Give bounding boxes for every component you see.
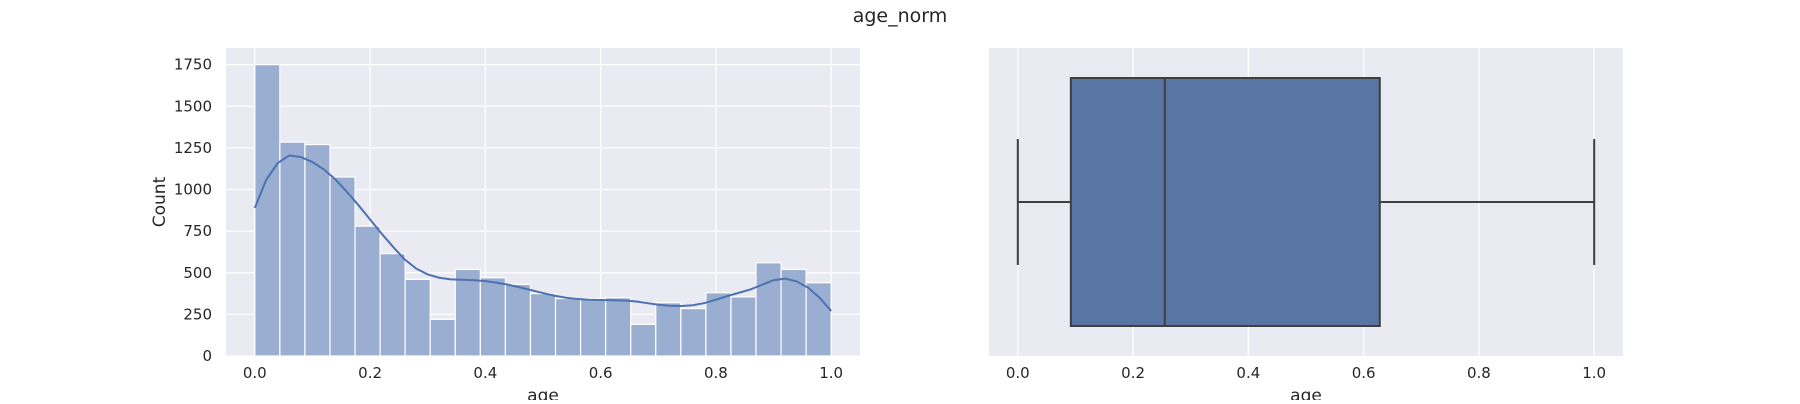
histogram-bar — [529, 292, 557, 357]
histogram-bar — [680, 307, 707, 357]
boxplot-x-tick-labels: 0.0 0.2 0.4 0.6 0.8 1.0 — [1006, 364, 1606, 382]
boxplot-x-tick-label: 1.0 — [1582, 364, 1606, 382]
histogram-y-tick-label: 1000 — [174, 181, 212, 199]
histogram-x-tick-label: 0.6 — [589, 364, 613, 382]
boxplot-x-tick-label: 0.2 — [1121, 364, 1145, 382]
histogram-y-tick-labels: 0 250 500 750 1000 1250 1500 1750 — [174, 56, 212, 365]
histogram-bar — [279, 141, 306, 357]
histogram-y-tick-label: 0 — [202, 347, 212, 365]
histogram-bar — [354, 225, 381, 357]
boxplot-axes: 0.0 0.2 0.4 0.6 0.8 1.0 age — [989, 48, 1623, 404]
kde-line — [253, 154, 832, 312]
histogram-axes: 0.0 0.2 0.4 0.6 0.8 1.0 0 250 500 750 1000 1250 150… — [150, 48, 860, 404]
histogram-bar — [504, 283, 532, 357]
histogram-y-axis-label: Count — [150, 176, 170, 227]
histogram-y-tick-label: 250 — [183, 305, 212, 323]
boxplot-x-axis-label: age — [1290, 386, 1322, 400]
histogram-bar — [304, 143, 331, 357]
histogram-bar — [780, 268, 807, 357]
histogram-bar — [655, 302, 682, 357]
histogram-x-tick-labels: 0.0 0.2 0.4 0.6 0.8 1.0 — [243, 364, 843, 382]
boxplot-iqr-box — [1069, 77, 1381, 327]
boxplot-x-tick-label: 0.8 — [1467, 364, 1491, 382]
histogram-bar — [705, 292, 732, 357]
histogram-bar — [254, 64, 281, 357]
histogram-x-tick-label: 0.0 — [243, 364, 267, 382]
histogram-bar — [479, 277, 507, 357]
histogram-y-tick-label: 750 — [183, 222, 212, 240]
histogram-y-tick-label: 1500 — [174, 97, 212, 115]
histogram-bar — [605, 297, 632, 357]
histogram-x-tick-label: 0.4 — [473, 364, 497, 382]
histogram-bar — [379, 253, 406, 357]
histogram-bar — [755, 262, 782, 357]
histogram-y-tick-label: 500 — [183, 264, 212, 282]
histogram-x-tick-label: 0.2 — [358, 364, 382, 382]
histogram-bar — [404, 278, 431, 357]
histogram-x-tick-label: 1.0 — [819, 364, 843, 382]
boxplot-x-tick-label: 0.0 — [1006, 364, 1030, 382]
histogram-bar — [429, 318, 456, 357]
histogram-bar — [630, 323, 657, 357]
histogram-x-axis-label: age — [527, 386, 559, 400]
histogram-bar — [454, 268, 481, 357]
histogram-bar — [579, 297, 607, 357]
histogram-bar — [805, 282, 832, 357]
figure-title: age_norm — [853, 5, 948, 27]
histogram-bars — [254, 64, 832, 357]
histogram-x-tick-label: 0.8 — [704, 364, 728, 382]
histogram-bar — [554, 297, 582, 357]
boxplot-x-tick-label: 0.4 — [1236, 364, 1260, 382]
boxplot-x-tick-label: 0.6 — [1352, 364, 1376, 382]
histogram-y-tick-label: 1250 — [174, 139, 212, 157]
histogram-bar — [730, 296, 757, 357]
histogram-bar — [329, 176, 356, 357]
histogram-y-tick-label: 1750 — [174, 56, 212, 74]
